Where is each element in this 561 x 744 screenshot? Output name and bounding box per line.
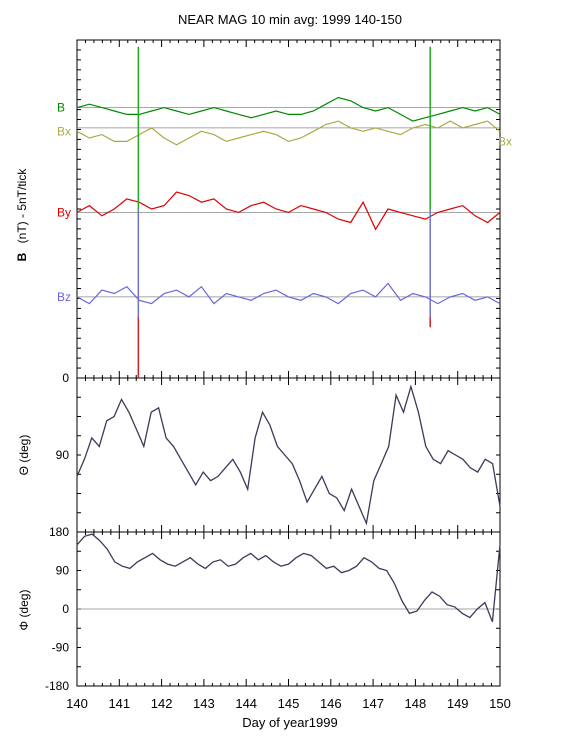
x-tick-label: 142: [151, 696, 173, 711]
x-tick-label: 140: [66, 696, 88, 711]
series-Bx-label-right: Bx: [498, 134, 512, 148]
phi-y-axis-label: Φ (deg): [17, 590, 31, 631]
field-y-axis-label-rest: (nT) - 5nT/tick: [15, 168, 29, 244]
phi-y-tick-label: 90: [56, 564, 70, 578]
phi-y-tick-label: -180: [45, 679, 69, 693]
field-y-tick-label: 0: [62, 371, 69, 385]
x-axis-label: Day of year1999: [242, 715, 337, 730]
x-tick-label: 150: [489, 696, 511, 711]
x-tick-label: 147: [362, 696, 384, 711]
x-tick-label: 149: [447, 696, 469, 711]
series-B-line: [76, 96, 501, 122]
phi-y-tick-label: 180: [49, 525, 69, 539]
series-Bx-label: Bx: [57, 124, 71, 138]
x-tick-label: 146: [320, 696, 342, 711]
series-Bz-line: [76, 282, 501, 305]
x-tick-label: 143: [193, 696, 215, 711]
theta-line: [76, 384, 501, 526]
x-tick-label: 148: [405, 696, 427, 711]
series-Bx-line: [76, 120, 501, 146]
x-tick-label: 144: [235, 696, 257, 711]
series-Bz-label: Bz: [57, 290, 71, 304]
phi-line: [76, 533, 501, 623]
theta-y-axis-label: Θ (deg): [17, 435, 31, 476]
x-tick-label: 141: [108, 696, 130, 711]
field-y-axis-label-bold: B: [15, 252, 29, 261]
x-tick-label: 145: [278, 696, 300, 711]
series-By-line: [76, 191, 501, 231]
panels-layer: [76, 39, 501, 687]
field-y-axis-label: B (nT) - 5nT/tick: [15, 168, 29, 262]
phi-y-tick-label: -90: [52, 641, 70, 655]
series-B-label: B: [57, 101, 65, 115]
chart-title: NEAR MAG 10 min avg: 1999 140-150: [178, 12, 402, 27]
phi-y-tick-label: 0: [62, 602, 69, 616]
series-By-label: By: [57, 205, 71, 219]
panel-frame-1: [76, 377, 501, 533]
panel-frame-0: [76, 39, 501, 379]
series-layer: [76, 46, 501, 623]
labels-layer: 140 141 142 143 144 145 146 147 148 149 150 0 B Bx Bx B…: [45, 101, 512, 711]
theta-y-tick-label: 90: [56, 448, 70, 462]
